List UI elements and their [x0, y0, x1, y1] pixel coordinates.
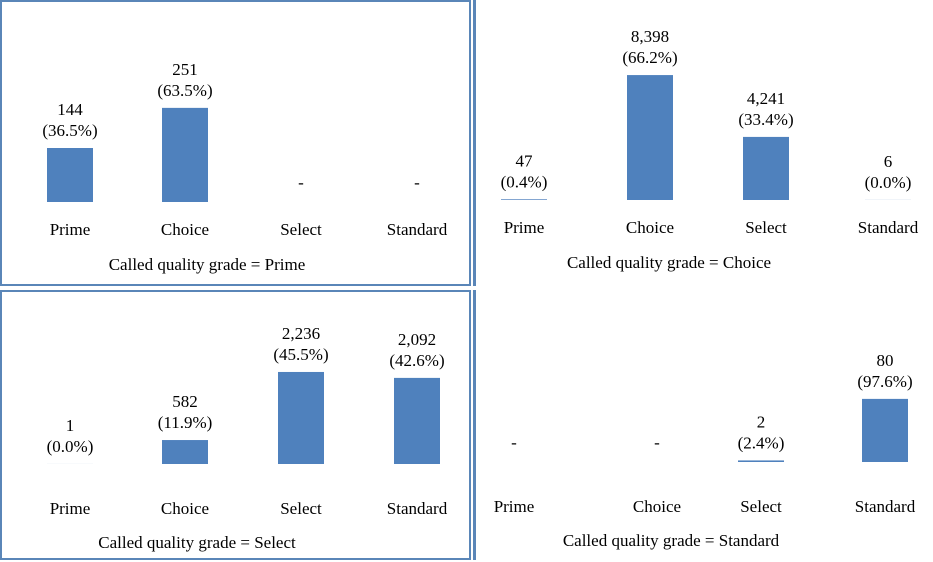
chart-svg-choice: (0.4%) 47 Prime (66.2%) 8,398 Choice (33.4%) 4,… — [476, 0, 933, 286]
category-label-choice-choice: Choice — [626, 218, 674, 237]
value-label-choice-prime: 47 — [516, 151, 534, 170]
bar-standard-standard — [862, 399, 908, 462]
category-label-prime-standard: Standard — [387, 220, 448, 239]
category-label-standard-select: Select — [740, 497, 782, 516]
bar-prime-prime — [47, 148, 93, 202]
axis-title-choice: Called quality grade = Choice — [567, 253, 771, 272]
value-label-choice-standard: 6 — [884, 152, 893, 171]
value-label-prime-choice: 251 — [172, 60, 198, 79]
percent-label-select-standard: (42.6%) — [389, 351, 444, 370]
value-label-prime-standard: - — [414, 173, 420, 192]
category-label-select-select: Select — [280, 499, 322, 518]
percent-label-prime-choice: (63.5%) — [157, 81, 212, 100]
chart-svg-standard: - Prime - Choice (2.4%) 2 Select (97.6%) 80 Stand… — [476, 290, 933, 560]
percent-label-select-choice: (11.9%) — [158, 413, 213, 432]
category-label-select-choice: Choice — [161, 499, 209, 518]
category-label-prime-select: Select — [280, 220, 322, 239]
value-label-prime-prime: 144 — [57, 100, 83, 119]
bar-select-select — [278, 372, 324, 464]
percent-label-standard-select: (2.4%) — [738, 433, 785, 452]
bar-prime-choice — [162, 108, 208, 202]
bar-choice-prime — [501, 199, 547, 200]
axis-title-standard: Called quality grade = Standard — [563, 531, 780, 550]
percent-label-standard-standard: (97.6%) — [857, 372, 912, 391]
percent-label-select-prime: (0.0%) — [47, 437, 94, 456]
value-label-standard-standard: 80 — [877, 351, 894, 370]
chart-panel-prime: (36.5%) 144 Prime (63.5%) 251 Choice - Select - S… — [0, 0, 471, 286]
bar-select-standard — [394, 378, 440, 464]
percent-label-choice-standard: (0.0%) — [865, 173, 912, 192]
value-label-standard-choice: - — [654, 433, 660, 452]
value-label-standard-prime: - — [511, 433, 517, 452]
value-label-select-choice: 582 — [172, 392, 198, 411]
percent-label-prime-prime: (36.5%) — [42, 121, 97, 140]
bar-choice-select — [743, 137, 789, 200]
category-label-choice-prime: Prime — [504, 218, 545, 237]
category-label-standard-standard: Standard — [855, 497, 916, 516]
chart-panel-standard: - Prime - Choice (2.4%) 2 Select (97.6%) 80 Stand… — [473, 290, 933, 560]
percent-label-choice-prime: (0.4%) — [501, 172, 548, 191]
category-label-prime-prime: Prime — [50, 220, 91, 239]
value-label-choice-choice: 8,398 — [631, 27, 669, 46]
category-label-select-standard: Standard — [387, 499, 448, 518]
value-label-standard-select: 2 — [757, 412, 766, 431]
percent-label-choice-choice: (66.2%) — [622, 48, 677, 67]
value-label-prime-select: - — [298, 173, 304, 192]
percent-label-select-select: (45.5%) — [273, 345, 328, 364]
category-label-select-prime: Prime — [50, 499, 91, 518]
percent-label-choice-select: (33.4%) — [738, 110, 793, 129]
chart-svg-select: (0.0%) 1 Prime (11.9%) 582 Choice (45.5%) 2,236… — [2, 292, 473, 562]
chart-panel-choice: (0.4%) 47 Prime (66.2%) 8,398 Choice (33.4%) 4,… — [473, 0, 933, 286]
value-label-select-prime: 1 — [66, 416, 75, 435]
chart-panel-select: (0.0%) 1 Prime (11.9%) 582 Choice (45.5%) 2,236… — [0, 290, 471, 560]
category-label-standard-choice: Choice — [633, 497, 681, 516]
value-label-select-select: 2,236 — [282, 324, 320, 343]
category-label-prime-choice: Choice — [161, 220, 209, 239]
axis-title-select: Called quality grade = Select — [98, 533, 296, 552]
bar-standard-select — [738, 460, 784, 462]
axis-title-prime: Called quality grade = Prime — [109, 255, 306, 274]
chart-svg-prime: (36.5%) 144 Prime (63.5%) 251 Choice - Select - S… — [2, 2, 473, 288]
category-label-choice-select: Select — [745, 218, 787, 237]
bar-select-choice — [162, 440, 208, 464]
category-label-choice-standard: Standard — [858, 218, 919, 237]
bar-choice-choice — [627, 75, 673, 200]
category-label-standard-prime: Prime — [494, 497, 535, 516]
value-label-choice-select: 4,241 — [747, 89, 785, 108]
value-label-select-standard: 2,092 — [398, 330, 436, 349]
